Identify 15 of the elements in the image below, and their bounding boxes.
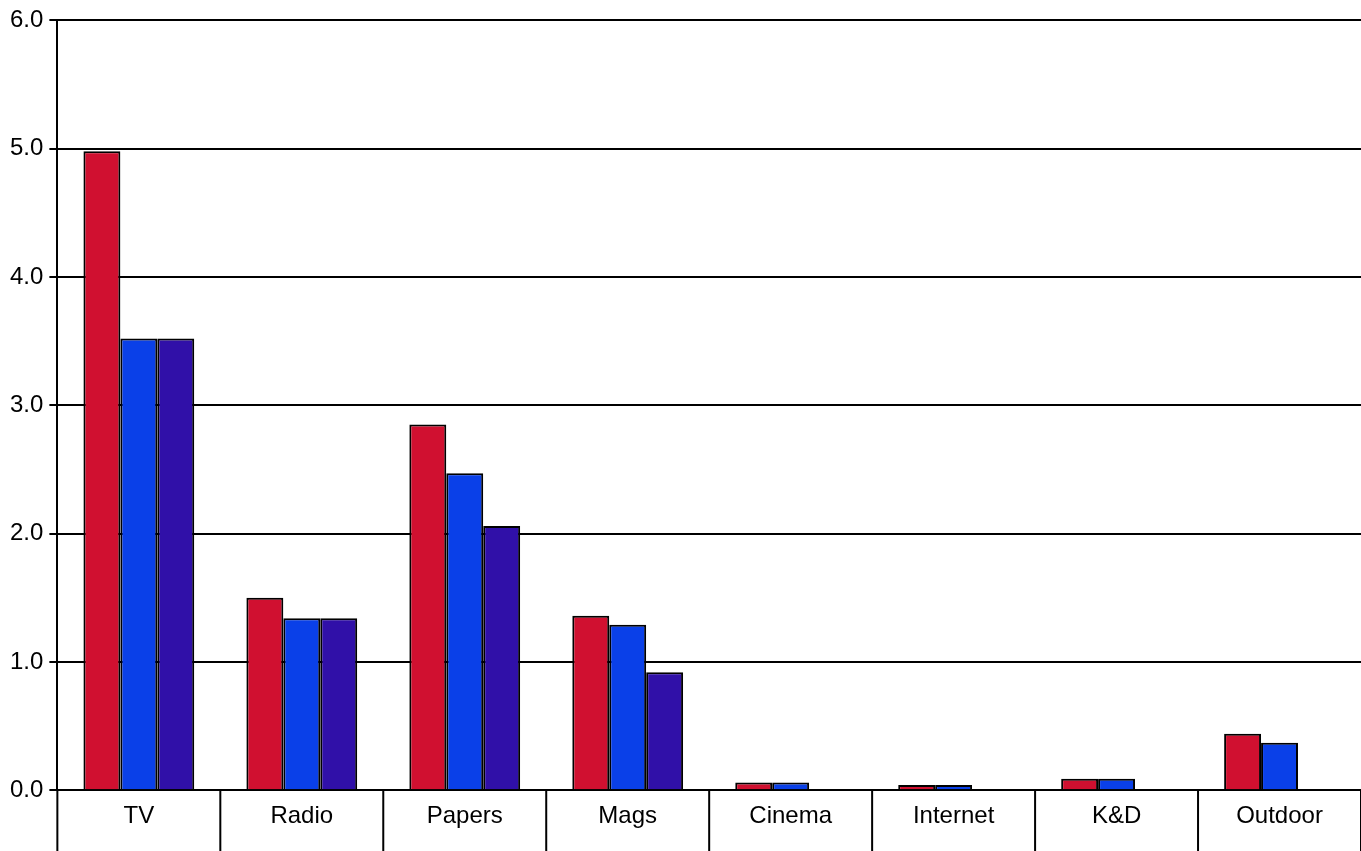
y-tick-label: 1.0 [9, 646, 44, 674]
y-tick-label: 2.0 [9, 518, 44, 546]
x-tick-label: TV [123, 801, 155, 829]
x-tick-label: K&D [1091, 801, 1142, 829]
y-tick-label: 4.0 [9, 261, 44, 289]
x-tick-label: Outdoor [1236, 801, 1323, 829]
x-tick-label: Internet [912, 801, 995, 829]
x-tick-label: Papers [426, 801, 503, 829]
y-tick-label: 3.0 [9, 389, 44, 417]
y-tick-label: 5.0 [9, 133, 44, 161]
y-tick-label: 0.0 [9, 774, 44, 802]
x-tick-label: Cinema [749, 801, 833, 829]
x-tick-label: Mags [598, 801, 658, 829]
y-tick-label: 6.0 [9, 5, 44, 33]
x-tick-label: Radio [270, 801, 334, 829]
